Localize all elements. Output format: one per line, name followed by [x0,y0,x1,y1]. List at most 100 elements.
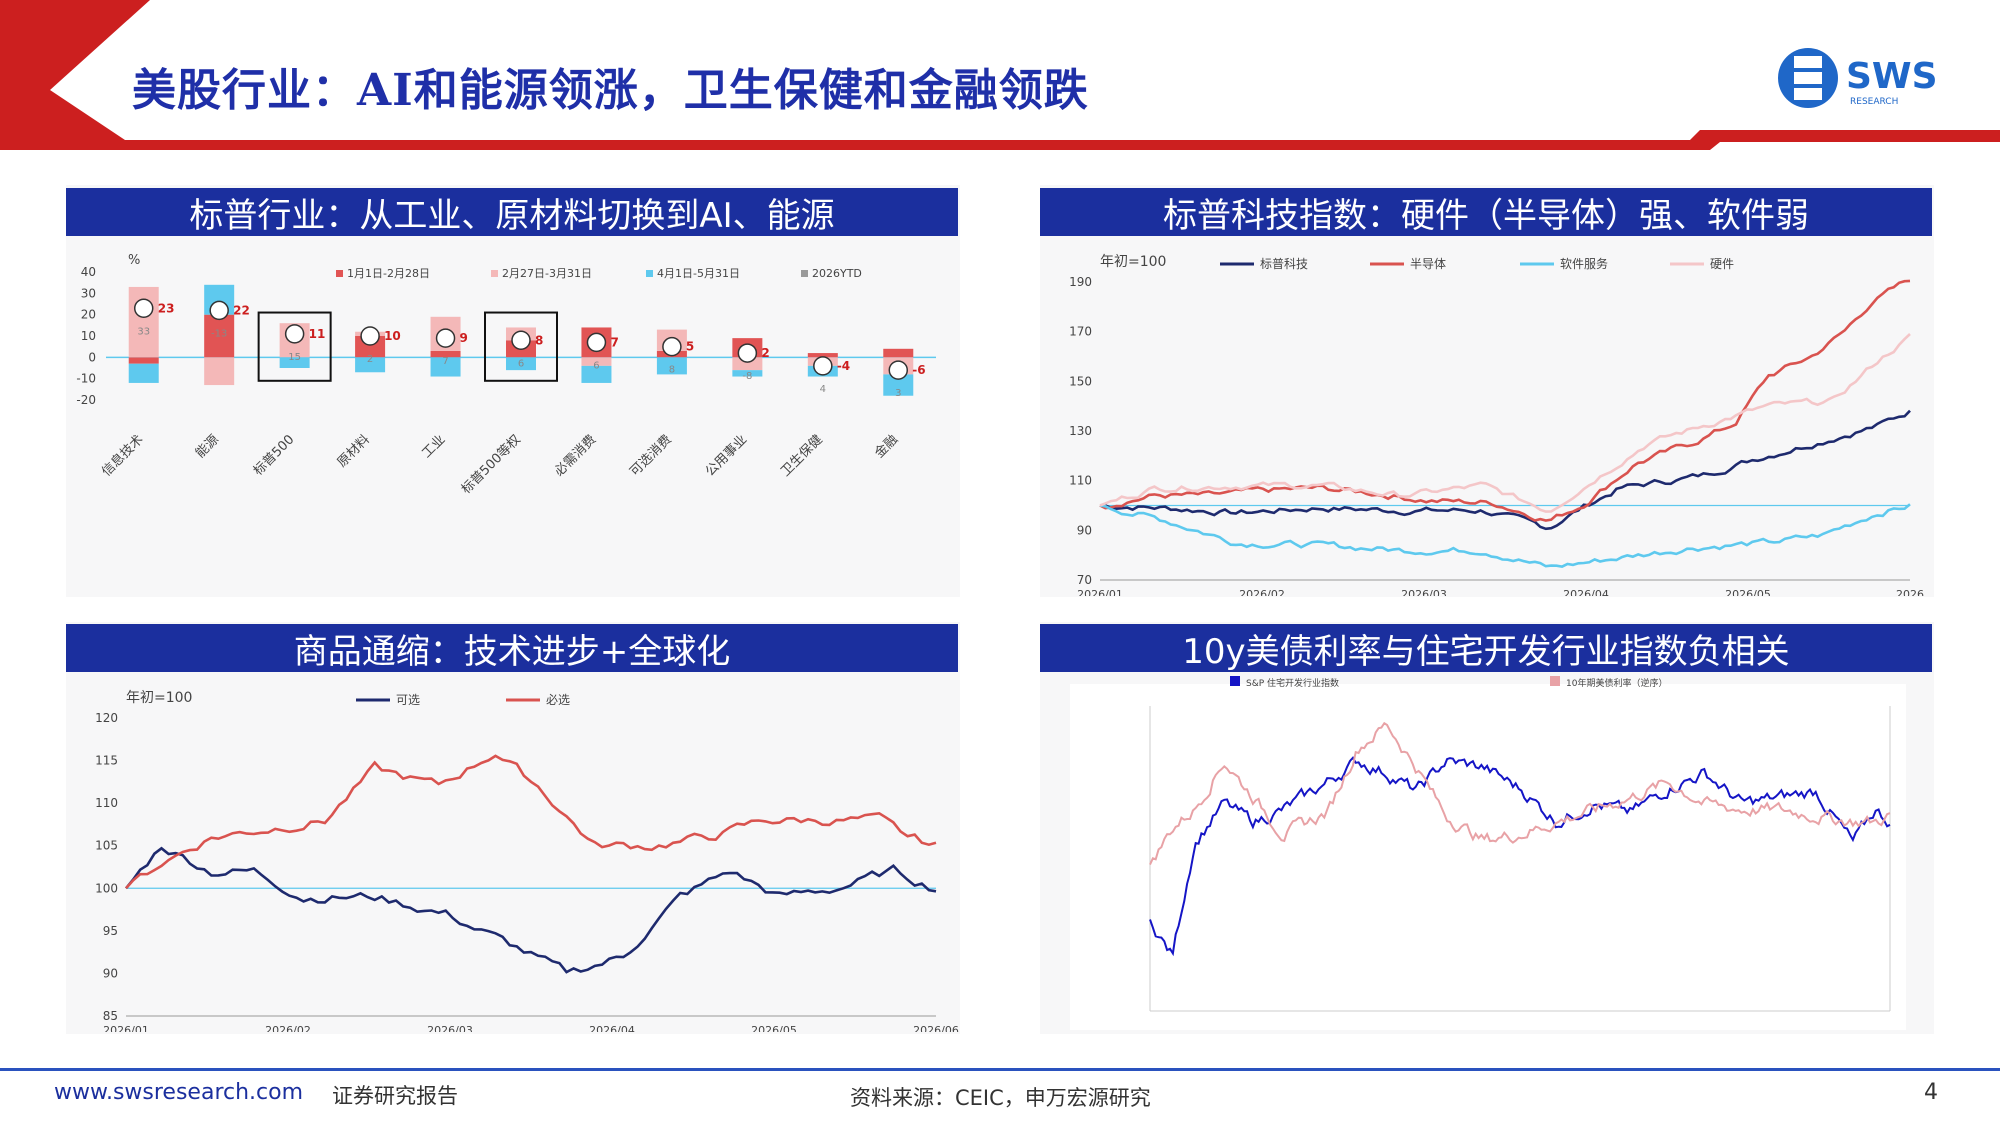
series-line [1099,409,1911,531]
bar-segment [883,374,914,396]
bar-segment [732,370,763,377]
logo-subtext: RESEARCH [1850,97,1898,107]
logo-text: SWS [1846,56,1938,97]
bar-segment [204,314,235,358]
category-label: 能源 [193,432,222,461]
legend-label: 软件服务 [1560,256,1608,271]
category-label: 必需消费 [552,432,599,479]
ytd-data-label: 10 [384,329,401,343]
legend-label: 标普科技 [1260,257,1308,271]
ytd-data-label: 9 [460,331,468,345]
slide-title: 美股行业：AI和能源领涨，卫生保健和金融领跌 [132,65,1089,116]
y-tick-label: 130 [1069,424,1092,438]
series-line [124,846,937,974]
legend-label: 1月1日-2月28日 [347,267,430,280]
chart-plot-area [1070,684,1906,1030]
y-tick-label: -10 [76,372,96,386]
y-unit-label: % [128,253,140,268]
y-tick-label: 110 [95,796,118,810]
legend-swatch [1230,676,1240,686]
ytd-marker [813,356,833,376]
legend-label: 4月1日-5月31日 [657,267,740,280]
ytd-marker [284,324,305,344]
highlight-box [257,311,332,382]
footer-report-label: 证券研究报告 [332,1084,458,1108]
legend-swatch [801,270,808,277]
legend-label: 2026YTD [812,267,862,280]
bar-segment [656,357,687,375]
ytd-data-label: -6 [912,363,925,377]
legend-swatch [646,270,653,277]
sws-logo-mark-icon: SWS RESEARCH [1778,48,1938,108]
panel-title-commodity: 商品通缩：技术进步+全球化 [66,624,958,672]
bar-segment [128,286,159,358]
page-number: 4 [1924,1080,1938,1105]
segment-data-label: 2 [367,354,373,365]
panel-tech-bg [1040,185,1934,597]
y-tick-label: 150 [1069,374,1092,388]
legend-label: 10年期美债利率（逆序） [1566,677,1667,689]
y-tick-label: 110 [1069,474,1092,488]
y-tick-label: -20 [76,393,96,407]
header-banner [0,0,2000,150]
panel-title-housing: 10y美债利率与住宅开发行业指数负相关 [1040,624,1932,672]
ytd-data-label: 2 [761,346,769,360]
sector-return-chart: % 40 30 20 10 0 -10 -20 1月1日-2月28日 2月27日-3月31日 4月1… [76,253,936,497]
series-line [1149,756,1891,957]
ytd-marker [737,343,758,363]
ytd-data-label: -4 [837,359,850,373]
y-tick-label: 170 [1069,325,1092,339]
ytd-marker [662,336,682,357]
category-label: 标普500 [251,432,298,479]
x-tick-label: 2026/06 [913,1024,959,1032]
panel-commodity-bg [66,622,960,1034]
segment-data-label: -8 [742,371,752,382]
legend-label: 可选 [396,693,420,707]
segment-data-label: 33 [137,326,150,337]
bar-segment [732,357,763,371]
bar-segment [430,350,461,358]
ytd-marker [360,326,380,346]
y-tick-label: 20 [81,308,96,322]
y-tick-label: 70 [1077,573,1092,587]
category-label: 可选消费 [627,432,674,479]
bar-segment [807,353,838,358]
y-tick-label: 90 [103,966,118,980]
bar-segment [128,357,159,364]
x-tick-label: 2026 [1896,588,1924,596]
legend-label: 半导体 [1410,257,1446,271]
bar-segment [128,363,159,383]
ytd-data-label: 11 [309,327,326,341]
segment-data-label: -13 [211,328,227,339]
x-tick-label: 2026/01 [103,1024,149,1032]
category-label: 卫生保健 [778,432,825,479]
sws-logo: SWS RESEARCH [1770,38,1970,118]
ytd-marker [209,300,229,321]
bar-segment [355,357,386,373]
bar-segment [279,357,310,368]
ytd-data-label: 23 [158,301,175,315]
ytd-data-label: 5 [686,340,694,354]
footer-website-link[interactable]: www.swsresearch.com [54,1080,304,1105]
segment-data-label: 6 [518,358,524,369]
bar-segment [204,357,235,386]
y-tick-label: 40 [81,265,96,279]
ytd-marker [133,298,154,319]
housing-rate-chart: S&P 住宅开发行业指数 10年期美债利率（逆序） [1070,676,1906,1030]
x-tick-label: 2026/02 [1239,588,1285,596]
x-tick-label: 2026/04 [1563,588,1609,596]
category-label: 工业 [419,432,448,461]
legend-label: S&P 住宅开发行业指数 [1246,677,1339,689]
y-tick-label: 115 [95,754,118,768]
ytd-marker [888,360,909,380]
y-tick-label: 0 [88,350,96,364]
y-tick-label: 30 [81,286,96,300]
category-label: 公用事业 [703,432,750,479]
bar-segment [581,357,612,366]
segment-data-label: 4 [820,384,826,395]
segment-data-label: 3 [895,388,901,399]
series-line [1099,503,1911,568]
series-line [1149,721,1891,866]
